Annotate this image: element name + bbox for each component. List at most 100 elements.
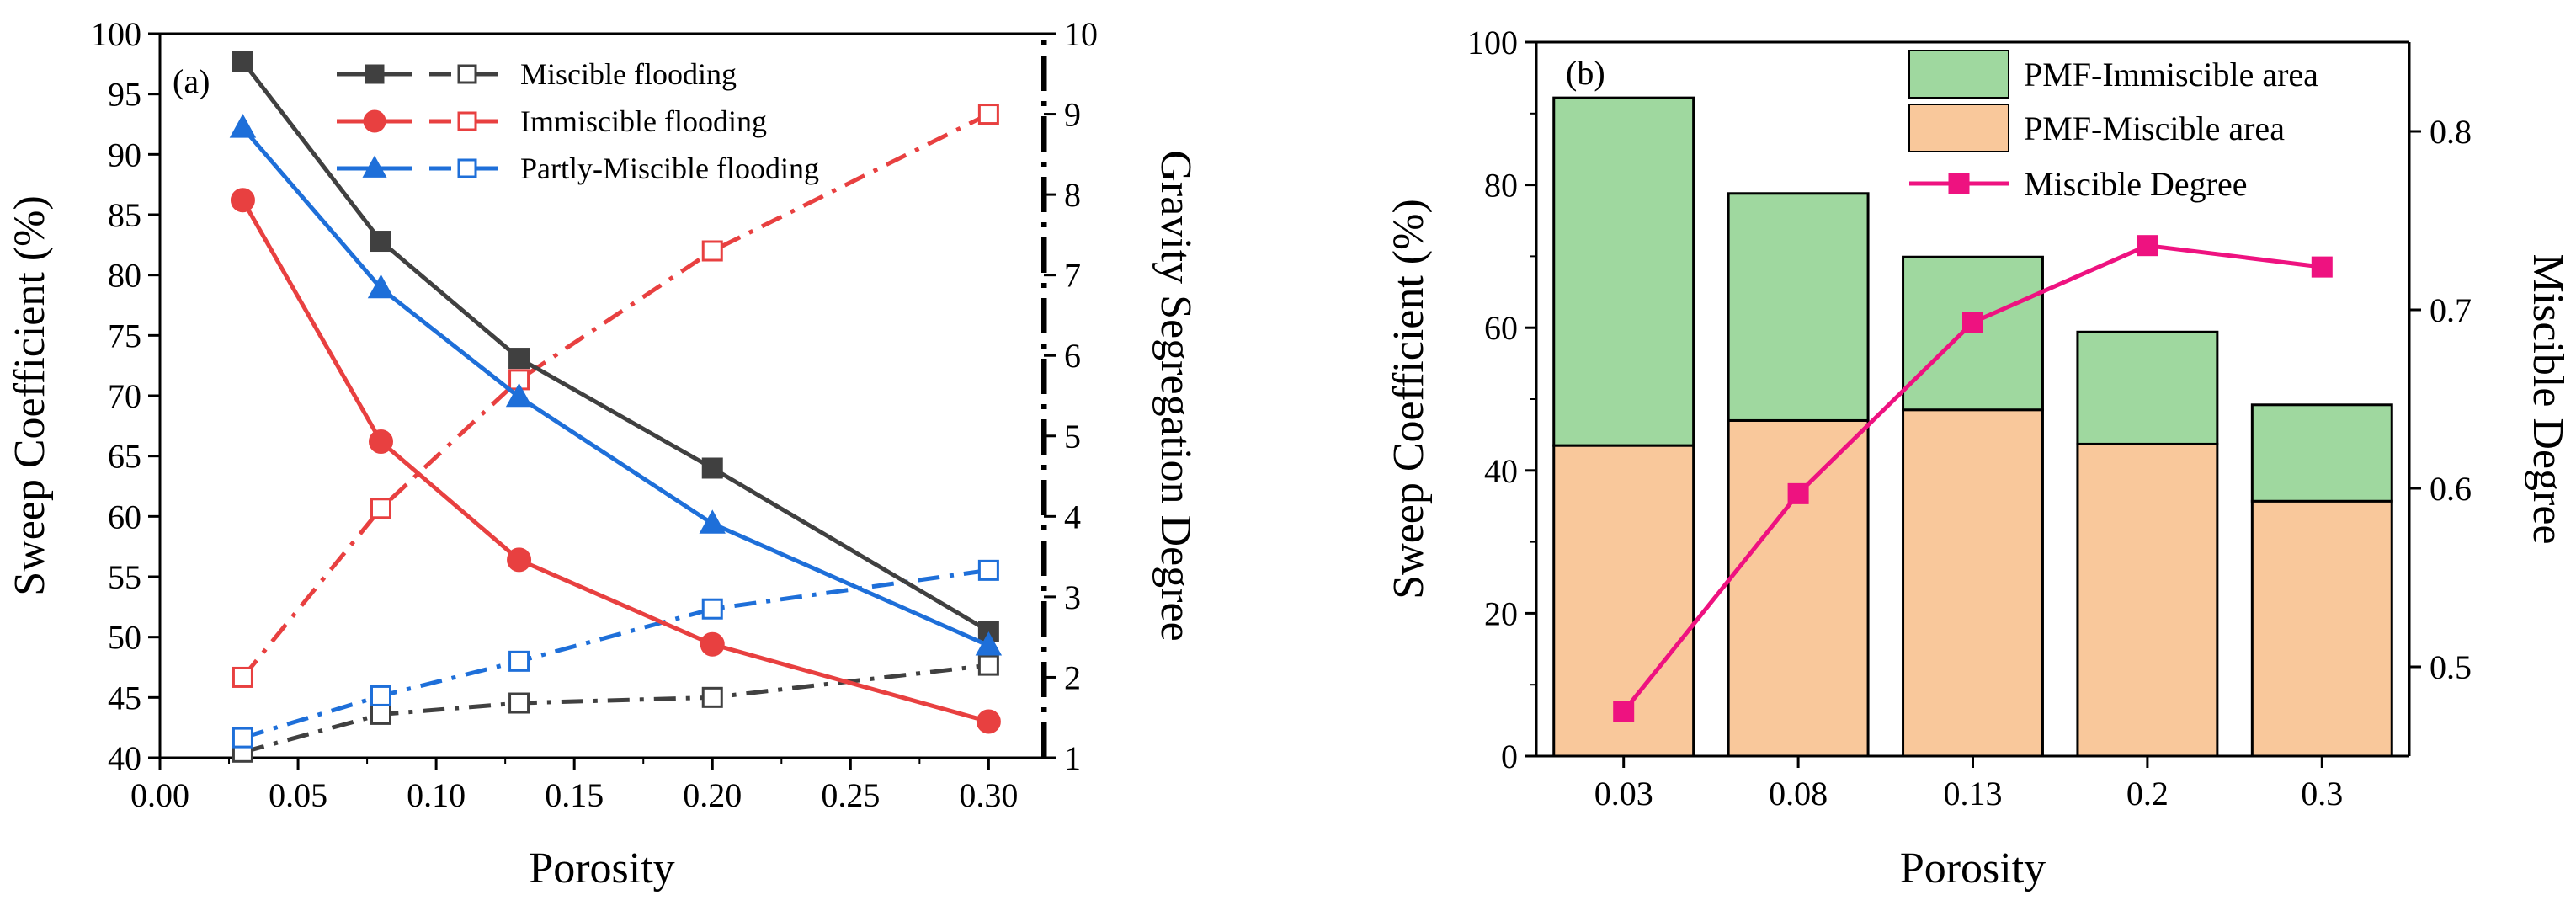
panel-b-chart: 0.03 0.08 0.13 0.2 0.3 0 20 40 60 80 100 0.5 0.6 0.7 0… [1385, 24, 2572, 892]
legend-a-label-0: Miscible flooding [520, 57, 737, 91]
panel-a-y2-tick-label: 9 [1064, 96, 1081, 134]
panel-a-series-1-point [976, 709, 1001, 734]
panel-b-x-tick-label: 0.2 [2126, 775, 2169, 812]
legend-a-dash-marker-2 [457, 158, 477, 178]
panel-a-y2-tick-label: 6 [1064, 337, 1081, 375]
panel-a-y-tick-label: 70 [108, 377, 141, 415]
legend-b-label-2: Miscible Degree [2024, 165, 2247, 203]
panel-b-y2-tick-label: 0.5 [2430, 648, 2472, 686]
panel-a-series-line-0 [241, 60, 990, 633]
panel-a-series-y2-2-point [508, 650, 530, 672]
panel-b-y-axis-label: Sweep Coefficient (%) [1385, 199, 1433, 599]
panel-b-y2-tick-label: 0.6 [2430, 470, 2472, 508]
panel-a-y2-tick-label: 5 [1064, 418, 1081, 456]
panel-b-x-tick-label: 0.03 [1594, 775, 1653, 812]
panel-a-series-y2-1-point [370, 498, 391, 519]
panel-a-series-0-point [508, 348, 530, 370]
panel-b-miscible-degree-point [1962, 312, 1983, 333]
panel-a-y2-tick-label: 2 [1064, 658, 1081, 696]
panel-a-y-tick-label: 55 [108, 558, 141, 596]
panel-a-x-tick-label: 0.30 [959, 776, 1018, 814]
legend-a-dash-marker-0 [457, 64, 477, 84]
panel-b-y-tick-label: 0 [1501, 738, 1518, 775]
panel-a-chart: 0.00 0.05 0.10 0.15 0.20 0.25 0.30404550556065… [6, 15, 1200, 892]
panel-a-series-y2-0-point [508, 692, 530, 714]
panel-b-label: (b) [1566, 54, 1605, 92]
panel-a-series-1-point [700, 631, 725, 657]
panel-b-bar-immiscible [1902, 255, 2044, 412]
panel-a-y2-tick-label: 4 [1064, 498, 1081, 535]
panel-b-x-axis-label: Porosity [1900, 844, 2046, 892]
panel-a-y-tick-label: 100 [91, 15, 141, 53]
legend-b-label-0: PMF-Immiscible area [2024, 56, 2318, 93]
panel-a-y-tick-label: 75 [108, 317, 141, 354]
panel-a-series-y2-1-point [701, 240, 723, 262]
panel-b-bar-immiscible [2250, 403, 2393, 503]
panel-b-x-tick-label: 0.3 [2301, 775, 2343, 812]
panel-b-miscible-degree-point [1787, 482, 1809, 504]
panel-a-x-tick-label: 0.00 [130, 776, 189, 814]
panel-a-series-0-point [232, 51, 253, 72]
panel-a-y2-tick-label: 3 [1064, 578, 1081, 616]
legend-b-swatch-1 [1908, 104, 2009, 152]
panel-b-miscible-degree-point [1613, 701, 1635, 722]
panel-a-series-y2-0-point [701, 686, 723, 708]
panel-a-series-y2-0-point [977, 654, 999, 676]
panel-a-y2-tick-label: 1 [1064, 739, 1081, 777]
panel-b-bar-immiscible [1552, 96, 1695, 447]
panel-a-y2-tick-label: 10 [1064, 15, 1098, 53]
panel-a-series-1-point [230, 188, 255, 213]
panel-a-series-y2-2-point [232, 727, 253, 749]
panel-a-y2-axis-label: Gravity Segregation Degree [1152, 150, 1200, 641]
panel-b-bar-miscible [1727, 418, 1870, 758]
panel-a-series-y2-line-1 [241, 112, 990, 679]
panel-a-y-tick-label: 40 [108, 739, 141, 777]
panel-b-y-tick-label: 80 [1484, 167, 1518, 205]
panel-a-series-2-point [229, 114, 257, 138]
panel-b-x-tick-label: 0.08 [1769, 775, 1828, 812]
panel-b-bar-miscible [2076, 442, 2219, 758]
panel-a-series-2-point [975, 631, 1003, 656]
panel-b-y2-tick-label: 0.8 [2430, 113, 2472, 151]
panel-a-series-y2-line-0 [242, 663, 989, 754]
panel-a-x-tick-label: 0.05 [269, 776, 327, 814]
panel-a-series-1-point [507, 547, 532, 573]
panel-b-miscible-degree-point [2311, 256, 2333, 278]
panel-a-x-tick-label: 0.20 [683, 776, 742, 814]
legend-a-solid-marker-2 [362, 155, 387, 178]
panel-a-series-y2-2-point [701, 598, 723, 620]
legend-a-solid-marker-1 [363, 109, 386, 133]
panel-a-x-tick-label: 0.10 [407, 776, 466, 814]
panel-a-series-2-point [699, 509, 726, 534]
panel-a-y-tick-label: 45 [108, 679, 141, 717]
panel-b-y2-tick-label: 0.7 [2430, 291, 2472, 329]
legend-b-line-marker [1948, 173, 1970, 194]
panel-a-series-1-point [369, 429, 393, 454]
panel-a-series-y2-2-point [370, 685, 391, 706]
panel-b-bar-miscible [2250, 499, 2393, 758]
panel-a-x-axis-label: Porosity [529, 844, 674, 892]
panel-a-series-y2-0-point [370, 703, 391, 725]
panel-b-x-tick-label: 0.13 [1944, 775, 2003, 812]
legend-a-solid-marker-0 [365, 64, 385, 84]
panel-a-series-y2-1-point [977, 104, 999, 125]
legend-b-label-1: PMF-Miscible area [2024, 109, 2285, 147]
panel-a-series-0-point [370, 231, 391, 253]
panel-a-series-0-point [701, 457, 723, 479]
panel-b-bar-immiscible [1727, 192, 1870, 422]
panel-a-series-y2-2-point [977, 559, 999, 581]
panel-b-y2-axis-label: Miscible Degree [2524, 253, 2572, 544]
panel-a-series-y2-1-point [232, 666, 253, 688]
legend-a-label-1: Immiscible flooding [520, 104, 767, 138]
legend-a-label-2: Partly-Miscible flooding [520, 152, 819, 185]
panel-b-bar-immiscible [2076, 330, 2219, 445]
panel-b-y-tick-label: 100 [1467, 24, 1518, 61]
panel-a-y-tick-label: 95 [108, 76, 141, 114]
panel-a-y-tick-label: 60 [108, 498, 141, 535]
panel-a-series-2-point [367, 274, 395, 299]
panel-a-y-tick-label: 80 [108, 257, 141, 295]
panel-a-y2-tick-label: 7 [1064, 257, 1081, 295]
panel-a-y-tick-label: 85 [108, 196, 141, 234]
panel-a-label: (a) [173, 62, 210, 100]
